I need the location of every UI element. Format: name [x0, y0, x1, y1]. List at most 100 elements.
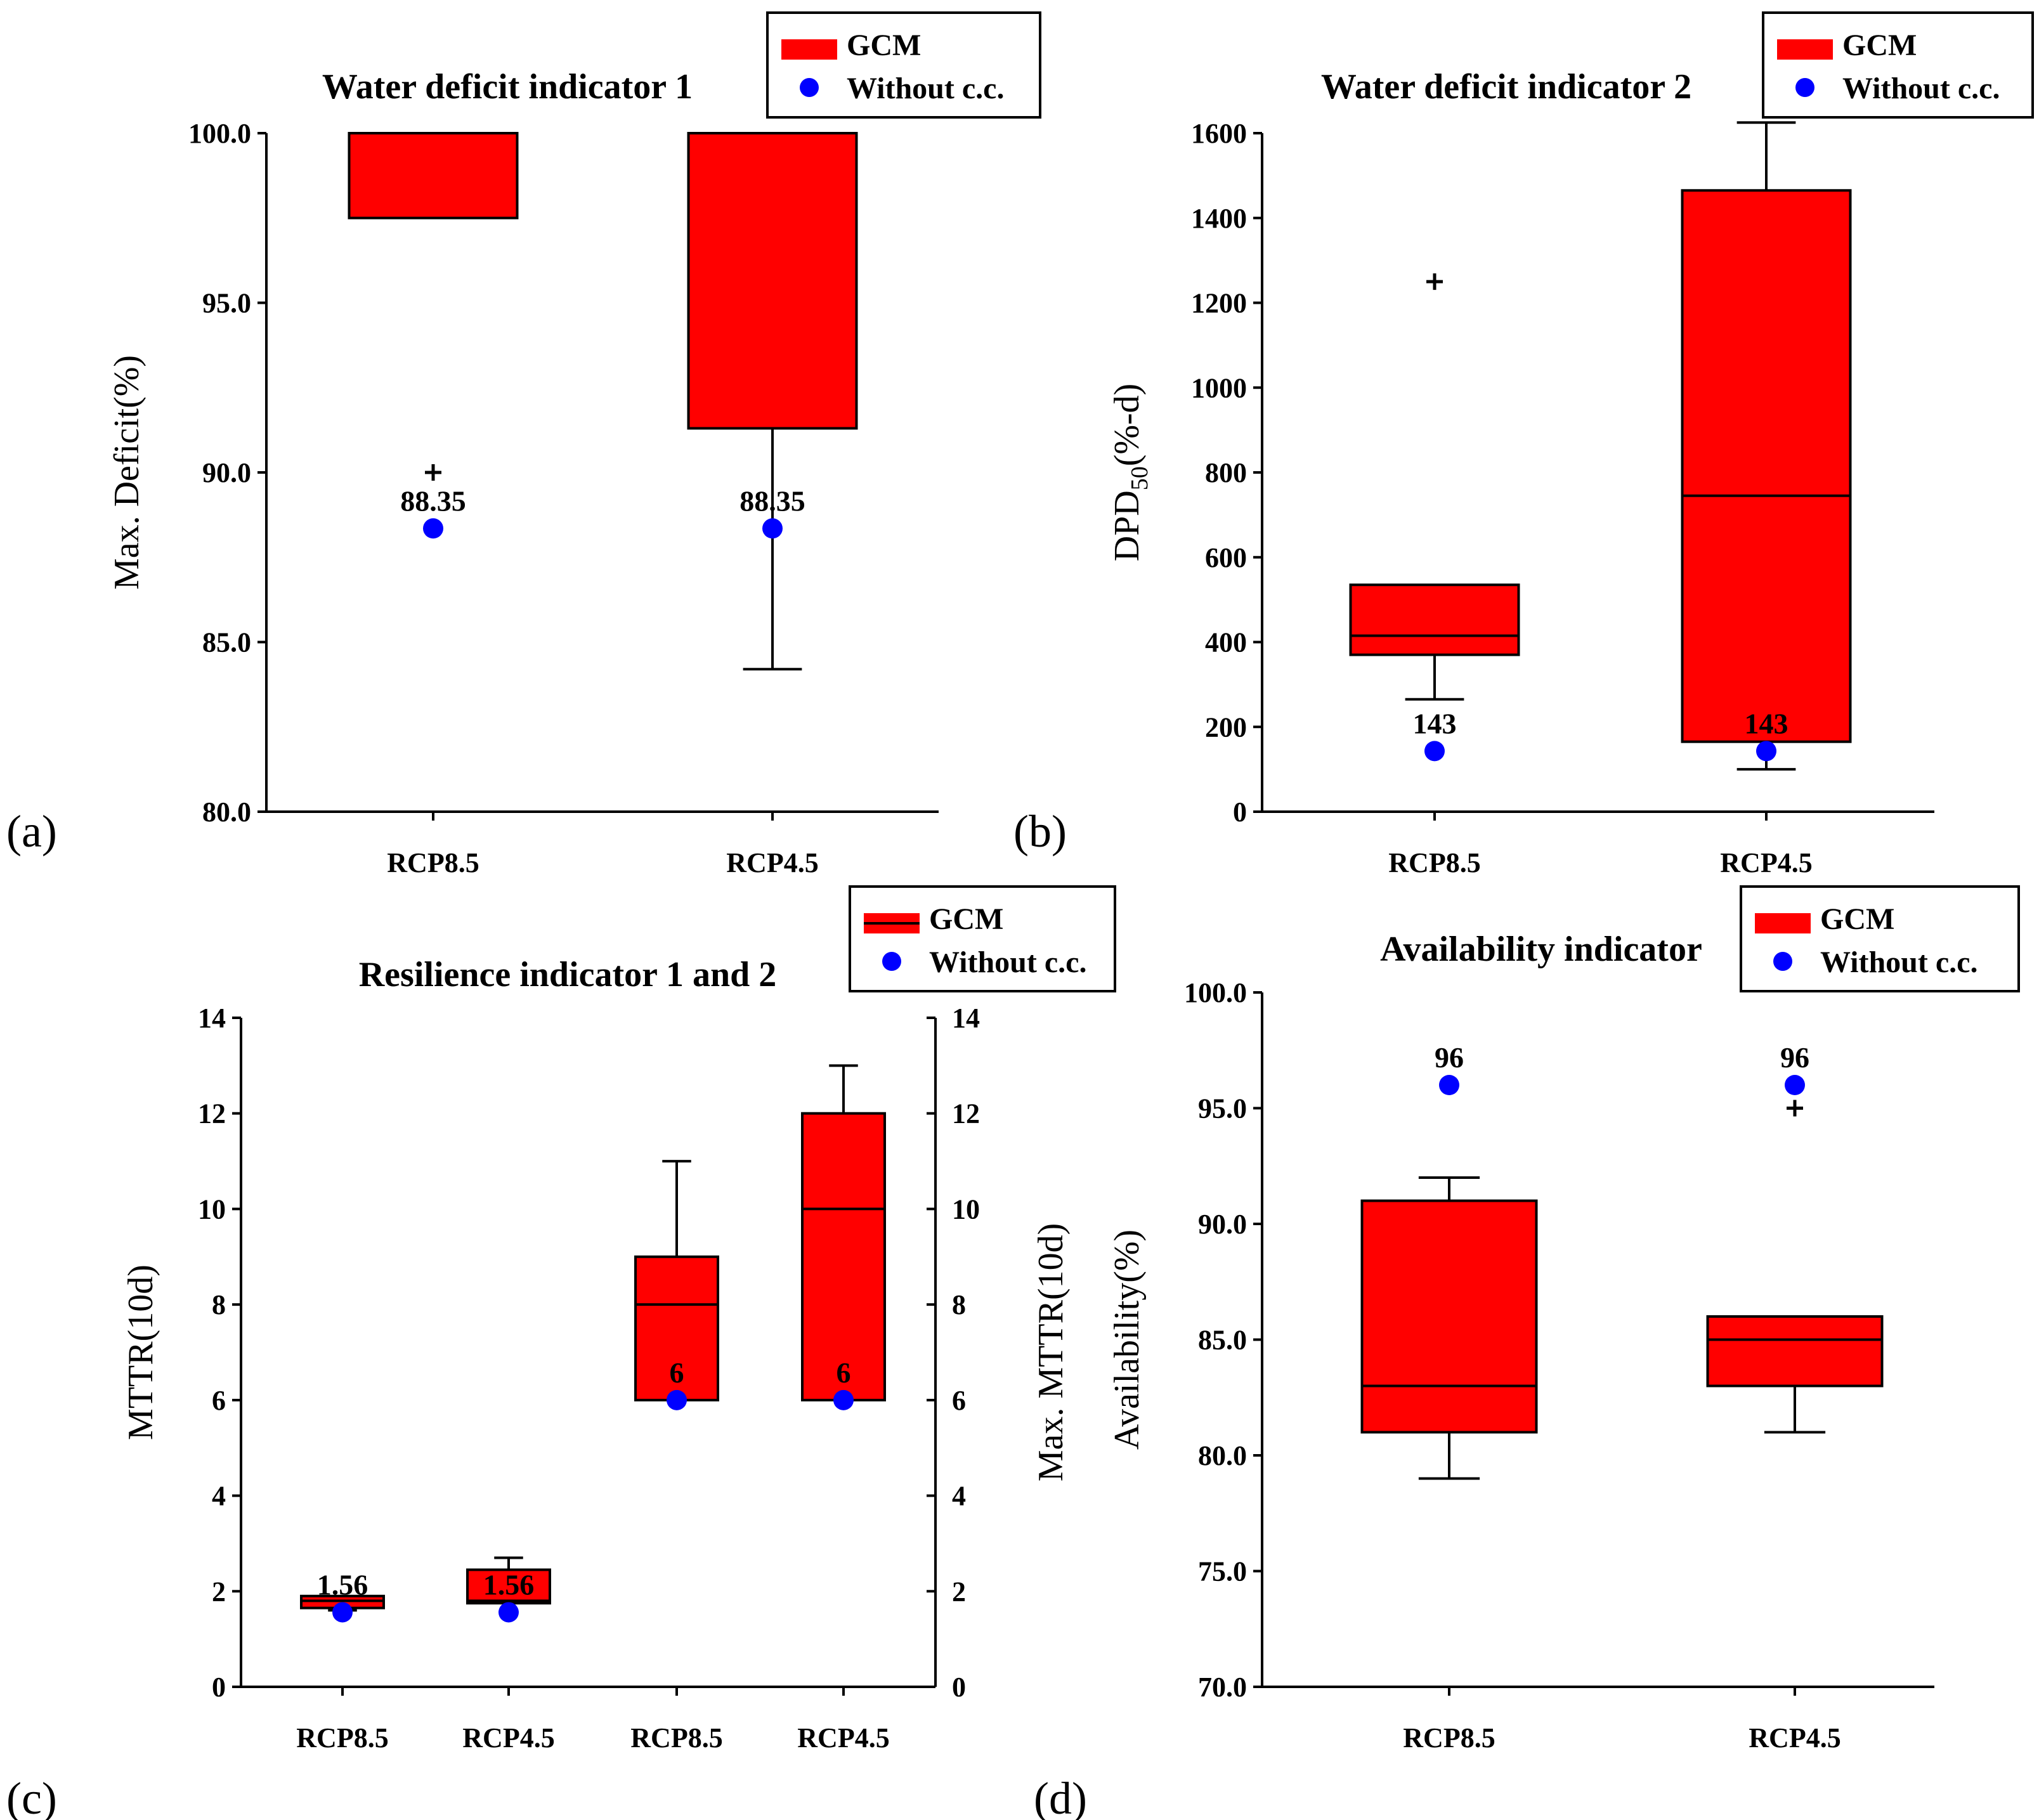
- y-tick-label: 12: [198, 1098, 226, 1129]
- box-body: [634, 1255, 719, 1401]
- y-tick-label: 95.0: [202, 288, 251, 319]
- x-tick-label: RCP8.5: [1388, 847, 1480, 878]
- legend-without-cc-dot: [882, 952, 901, 971]
- legend-without-cc-label: Without c.c.: [1842, 72, 2000, 105]
- x-tick-label: RCP4.5: [1720, 847, 1812, 878]
- without-cc-label: 1.56: [483, 1568, 535, 1601]
- y-axis-label-text: MTTR(10d): [121, 1264, 160, 1440]
- y-tick-label-right: 10: [952, 1193, 980, 1225]
- y-tick-label: 200: [1205, 712, 1247, 743]
- y-tick-label: 100.0: [188, 118, 251, 149]
- x-tick-label: RCP8.5: [630, 1722, 722, 1753]
- legend: GCM Without c.c.: [1762, 11, 2034, 119]
- box-body: [1706, 1315, 1884, 1388]
- legend-without-cc-label: Without c.c.: [929, 946, 1086, 979]
- y-tick-label: 80.0: [1198, 1440, 1247, 1471]
- legend-gcm-label: GCM: [847, 29, 921, 62]
- x-tick-label: RCP4.5: [1749, 1722, 1840, 1753]
- box-0: 143: [1349, 273, 1520, 762]
- without-cc-label: 143: [1745, 707, 1788, 739]
- y-tick-label-right: 8: [952, 1289, 966, 1320]
- without-cc-label: 6: [670, 1356, 684, 1389]
- y-tick-label: 0: [212, 1672, 226, 1703]
- box-0: 88.35: [348, 132, 519, 539]
- y-tick-label-right: 4: [952, 1481, 966, 1512]
- y-tick-label: 10: [198, 1193, 226, 1225]
- legend-without-cc-dot: [1773, 952, 1792, 971]
- y-tick-label: 80.0: [202, 796, 251, 828]
- chart-title: Water deficit indicator 2: [1321, 67, 1691, 107]
- box-3: 6: [801, 1064, 886, 1410]
- box-body: [348, 132, 519, 219]
- y-tick-label: 85.0: [202, 627, 251, 658]
- box-0: 1.56: [300, 1568, 385, 1623]
- without-cc-label: 6: [837, 1356, 851, 1389]
- box-body: [1349, 583, 1520, 656]
- panel-label: (a): [6, 806, 57, 857]
- box-1: 88.35: [687, 132, 858, 671]
- box-1: 1.56: [466, 1556, 551, 1623]
- y-tick-label: 14: [198, 1003, 226, 1034]
- legend: GCM Without c.c.: [849, 885, 1116, 992]
- legend-gcm-label: GCM: [1820, 902, 1894, 936]
- y-tick-label: 800: [1205, 457, 1247, 488]
- panel-label: (d): [1034, 1773, 1087, 1820]
- outlier-marker: [1787, 1100, 1803, 1117]
- legend: GCM Without c.c.: [1740, 885, 2020, 992]
- legend-without-cc-dot: [1795, 78, 1814, 97]
- without-cc-point: [833, 1389, 854, 1410]
- y-tick-label: 4: [212, 1481, 226, 1512]
- y-tick-label: 1000: [1191, 372, 1247, 403]
- y-tick-label: 400: [1205, 627, 1247, 658]
- box-body: [1681, 189, 1852, 743]
- y-tick-label-right: 12: [952, 1098, 980, 1129]
- legend-without-cc-label: Without c.c.: [1820, 946, 1977, 979]
- y-axis-label-right: Max. MTTR(10d): [1031, 1223, 1071, 1482]
- without-cc-label: 96: [1435, 1041, 1464, 1074]
- without-cc-label: 96: [1780, 1041, 1809, 1074]
- y-tick-label: 70.0: [1198, 1672, 1247, 1703]
- without-cc-point: [762, 518, 783, 539]
- panel-d: Availability indicator (d) 100.0 95.0 90.0 85…: [1034, 885, 2020, 1820]
- without-cc-point: [1756, 741, 1776, 762]
- y-tick-label: 2: [212, 1576, 226, 1607]
- legend-gcm-label: GCM: [929, 902, 1003, 936]
- without-cc-point: [498, 1602, 519, 1623]
- y-axis-label: DPD50(%-d): [1107, 384, 1153, 562]
- y-tick-label-right: 2: [952, 1576, 966, 1607]
- legend-gcm-label: GCM: [1842, 29, 1917, 62]
- y-tick-label: 85.0: [1198, 1325, 1247, 1356]
- y-tick-label: 6: [212, 1385, 226, 1416]
- y-axis-label-text: DPD: [1107, 490, 1147, 561]
- without-cc-label: 1.56: [317, 1568, 368, 1601]
- without-cc-label: 88.35: [739, 484, 805, 517]
- chart-title: Availability indicator: [1380, 930, 1702, 969]
- panel-c: Resilience indicator 1 and 2 (c) 14 14 12 12 1…: [6, 885, 1116, 1820]
- legend-without-cc-label: Without c.c.: [847, 72, 1004, 105]
- y-tick-label: 0: [1233, 796, 1247, 828]
- x-tick-label: RCP4.5: [726, 847, 818, 878]
- legend-frame: [766, 11, 1041, 119]
- without-cc-label: 88.35: [400, 484, 466, 517]
- without-cc-point: [423, 518, 443, 539]
- y-tick-label: 8: [212, 1289, 226, 1320]
- legend-frame: [1762, 11, 2034, 119]
- x-tick-label: RCP4.5: [797, 1722, 889, 1753]
- box-1: 143: [1681, 121, 1852, 771]
- legend-gcm-swatch: [781, 39, 837, 60]
- box-body: [1360, 1199, 1538, 1434]
- legend: GCM Without c.c.: [766, 11, 1041, 119]
- y-axis-label-text: Max. Deficit(%): [107, 355, 147, 590]
- y-tick-label: 75.0: [1198, 1556, 1247, 1587]
- legend-without-cc-dot: [800, 78, 819, 97]
- box-0: 96: [1360, 1041, 1538, 1480]
- y-axis-label-sub: 50: [1126, 466, 1153, 490]
- chart-title: Resilience indicator 1 and 2: [359, 955, 777, 994]
- x-tick-label: RCP8.5: [296, 1722, 388, 1753]
- legend-gcm-swatch: [1755, 913, 1811, 933]
- y-tick-label: 1600: [1191, 118, 1247, 149]
- y-tick-label: 90.0: [202, 457, 251, 488]
- y-axis-label-text: Availability(%): [1107, 1230, 1147, 1450]
- y-tick-label-right: 0: [952, 1672, 966, 1703]
